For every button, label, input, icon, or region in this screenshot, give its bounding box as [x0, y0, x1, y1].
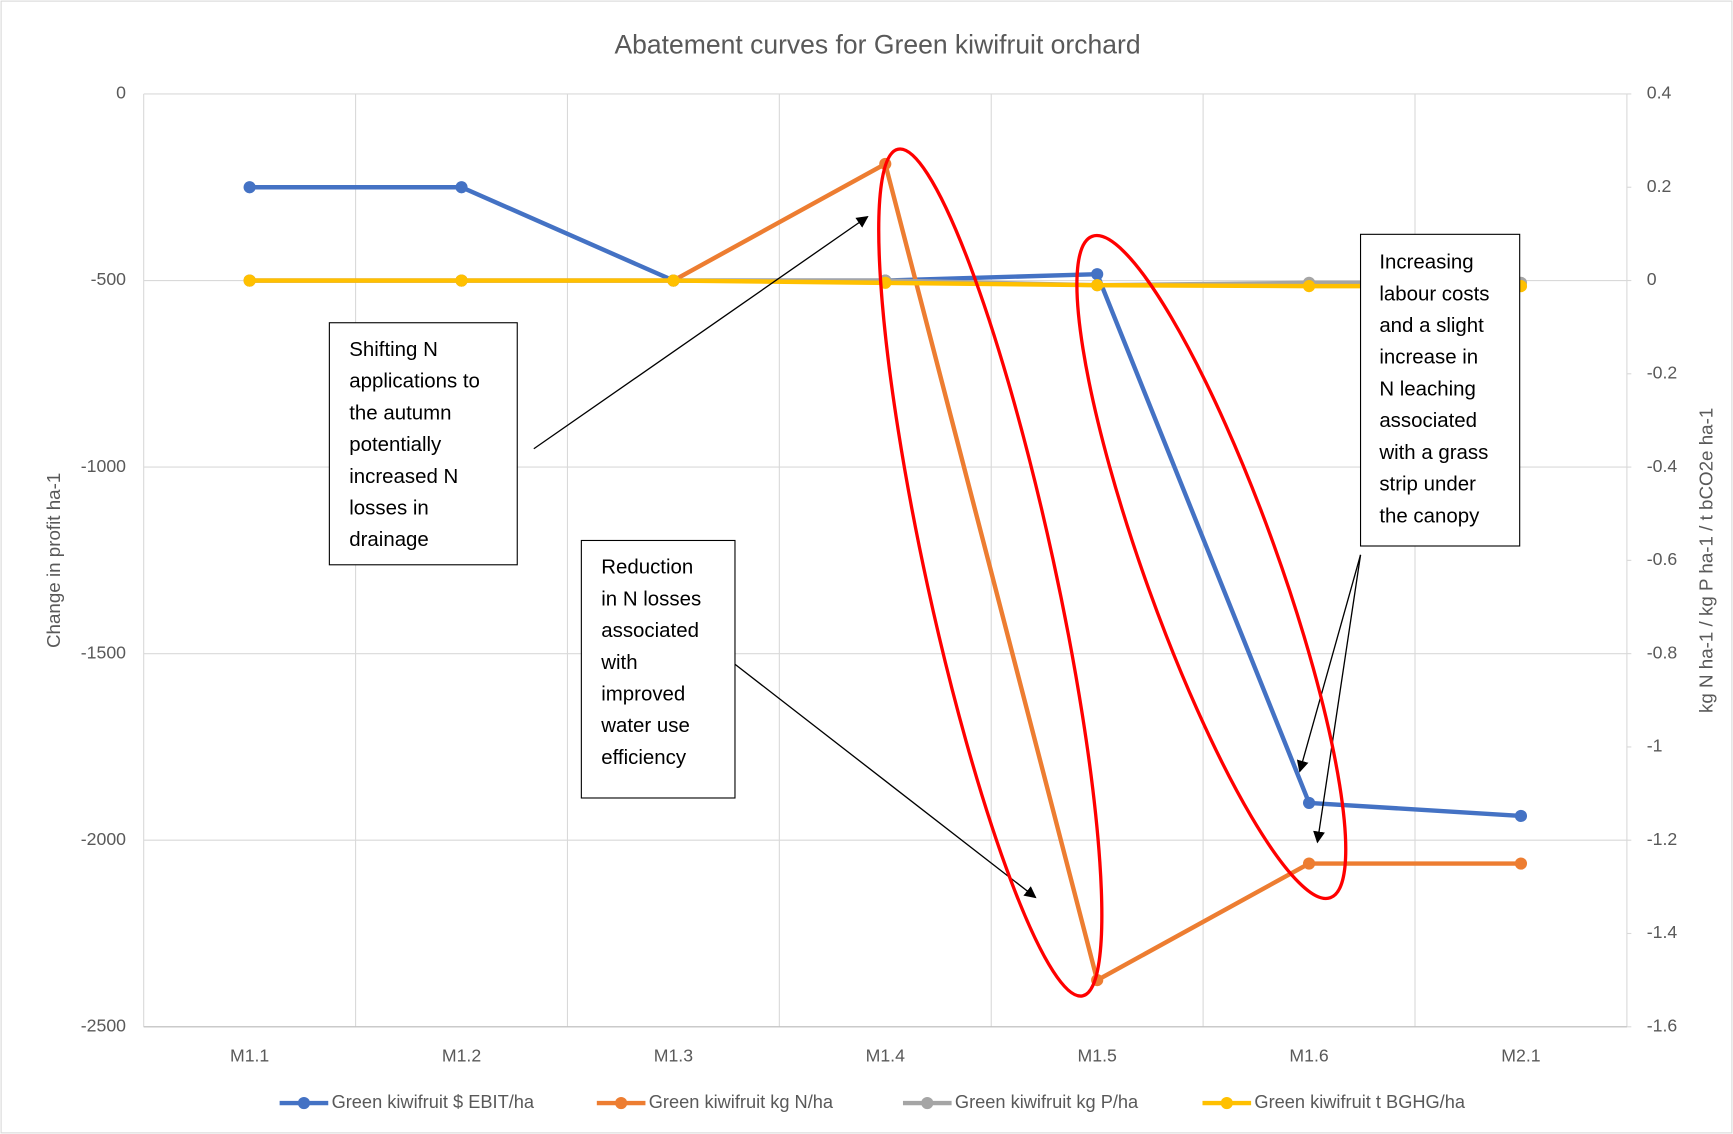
annotation-text: losses in — [349, 497, 429, 520]
series-point — [1514, 809, 1528, 823]
annotation-box — [1359, 233, 1521, 547]
y2-tick-label: 0 — [1647, 269, 1657, 289]
highlight-ellipse — [877, 147, 1104, 998]
x-tick-label: M1.6 — [1289, 1045, 1328, 1065]
annotation-box — [580, 539, 736, 799]
annotation-text: drainage — [349, 528, 429, 551]
arrow — [734, 663, 1037, 899]
series-point — [455, 181, 468, 194]
series-point — [1302, 796, 1316, 809]
y2-tick-label: -1.2 — [1647, 829, 1677, 849]
annotation-text: Increasing — [1379, 251, 1473, 274]
annotation-text: water use — [600, 714, 690, 737]
y2-tick-label: -1 — [1647, 736, 1663, 756]
x-tick-label: M1.4 — [866, 1045, 905, 1065]
legend-label: Green kiwifruit t BGHG/ha — [1254, 1091, 1465, 1112]
series-point — [243, 181, 256, 194]
highlight-ellipse — [1075, 233, 1348, 901]
y2-tick-label: 0.2 — [1647, 176, 1672, 196]
annotation-text: efficiency — [601, 746, 687, 769]
x-tick-label: M1.1 — [230, 1045, 269, 1065]
series-point — [243, 274, 256, 287]
series-point — [1091, 268, 1104, 281]
legend-label: Green kiwifruit kg N/ha — [649, 1091, 834, 1112]
chart-title: Abatement curves for Green kiwifruit orc… — [614, 29, 1140, 59]
x-tick-label: M2.1 — [1501, 1045, 1540, 1065]
y2-tick-label: -1.6 — [1647, 1015, 1678, 1035]
annotation-text: with a grass — [1378, 441, 1488, 464]
y2-tick-label: -1.4 — [1647, 922, 1678, 942]
y-tick-label: -2000 — [81, 829, 126, 849]
annotation-text: potentially — [349, 433, 442, 456]
legend-marker — [1220, 1096, 1233, 1110]
y2-tick-label: -0.2 — [1647, 362, 1677, 382]
series-point — [455, 274, 468, 287]
legend: Green kiwifruit $ EBIT/ha Green kiwifruit… — [279, 1091, 1466, 1112]
arrow — [1313, 554, 1362, 844]
series-point — [1302, 857, 1316, 870]
arrow — [533, 215, 869, 450]
y-axis-label: Change in profit ha-1 — [43, 473, 64, 648]
annotation-text: N leaching — [1379, 377, 1476, 400]
annotation-text: Shifting N — [349, 338, 438, 361]
y2-tick-label: -0.8 — [1647, 642, 1678, 662]
x-tick-label: M1.2 — [442, 1045, 481, 1065]
annotation-text: in N losses — [601, 587, 701, 610]
annotation-text: increase in — [1379, 346, 1478, 369]
arrow — [1296, 554, 1362, 773]
annotation-text: and a slight — [1379, 314, 1484, 337]
annotation-box — [328, 322, 518, 566]
y-tick-label: -500 — [91, 269, 127, 289]
x-tick-label: M1.5 — [1078, 1045, 1117, 1065]
y-tick-label: 0 — [116, 83, 126, 103]
y-tick-label: -2500 — [81, 1015, 126, 1035]
annotation-text: associated — [601, 619, 699, 642]
y2-axis-label: kg N ha-1 / kg P ha-1 / t bCO2e ha-1 — [1696, 408, 1717, 713]
y-tick-label: -1500 — [81, 642, 126, 662]
annotation-text: Reduction — [601, 556, 693, 579]
series-point — [667, 274, 680, 287]
series-point — [1302, 280, 1316, 293]
y2-tick-label: 0.4 — [1647, 83, 1672, 103]
x-tick-label: M1.3 — [654, 1045, 693, 1065]
annotation-text: applications to — [349, 370, 480, 393]
annotation-text: with — [600, 651, 637, 674]
series-point — [1514, 857, 1528, 870]
legend-marker — [921, 1096, 934, 1110]
legend-label: Green kiwifruit $ EBIT/ha — [332, 1091, 535, 1112]
series-point — [1091, 279, 1104, 292]
y-tick-label: -1000 — [81, 456, 126, 476]
annotation-text: increased N — [349, 465, 458, 488]
y2-tick-label: -0.4 — [1647, 456, 1678, 476]
annotation-text: associated — [1379, 409, 1477, 432]
legend-label: Green kiwifruit kg P/ha — [955, 1091, 1139, 1112]
annotation-text: the autumn — [349, 401, 451, 424]
annotations: Shifting N applications to the autumn poten… — [328, 147, 1521, 998]
legend-marker — [615, 1096, 628, 1110]
annotation-text: improved — [601, 683, 685, 706]
annotation-text: labour costs — [1379, 282, 1489, 305]
y2-tick-label: -0.6 — [1647, 549, 1678, 569]
annotation-text: strip under — [1379, 473, 1476, 496]
annotation-text: the canopy — [1379, 504, 1480, 527]
legend-marker — [297, 1096, 311, 1110]
